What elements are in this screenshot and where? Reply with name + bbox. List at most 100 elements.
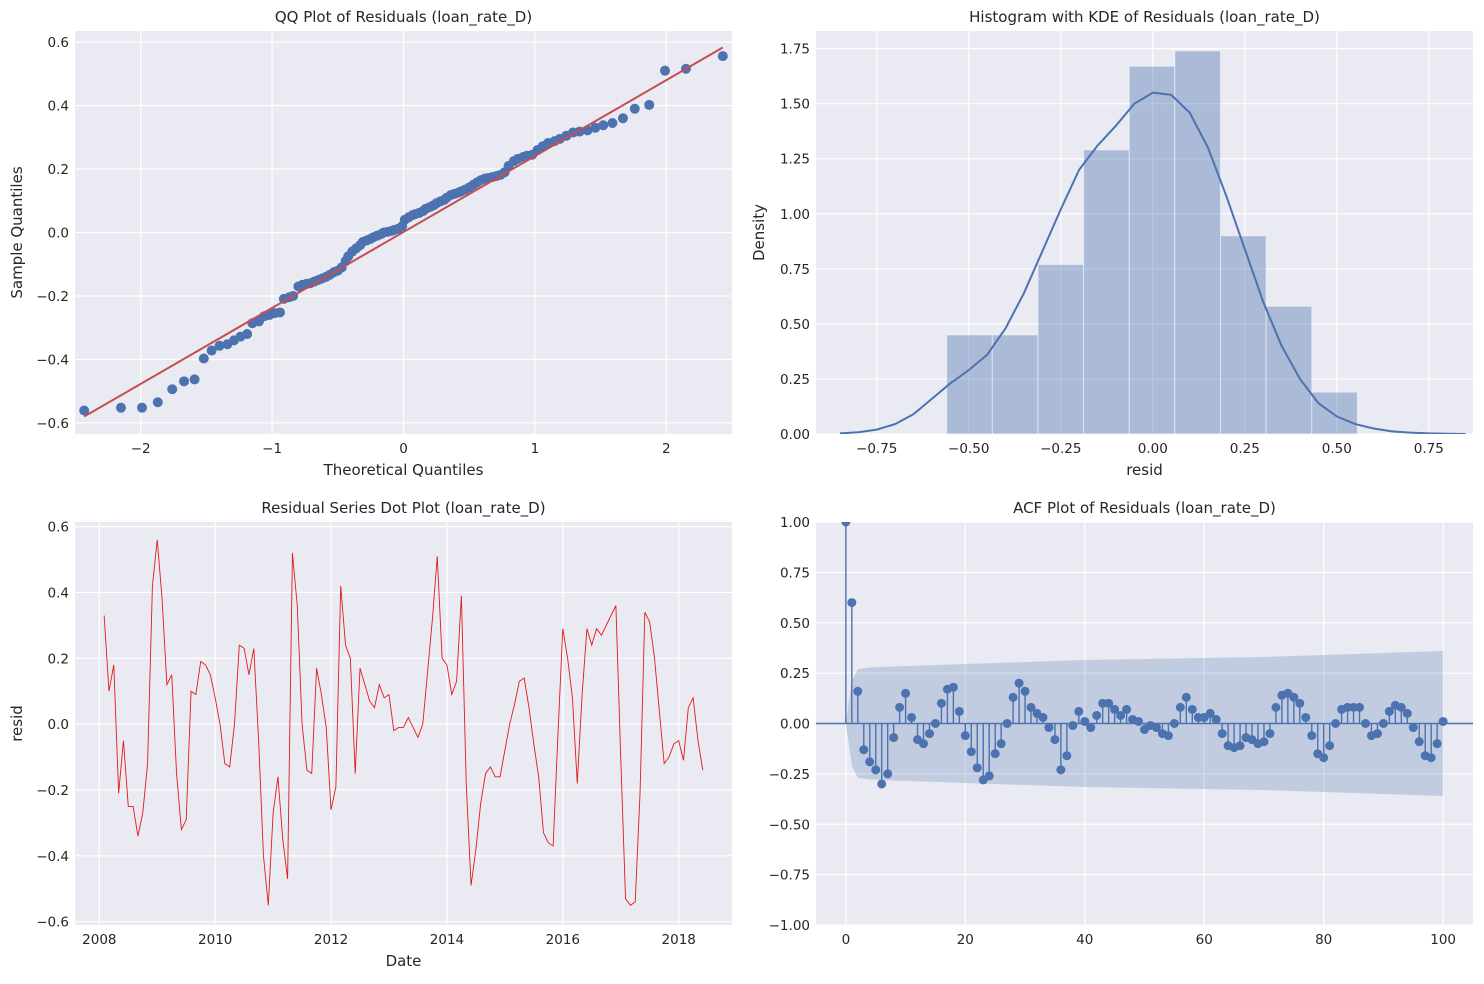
- histogram-bar: [991, 334, 1039, 434]
- qq-point: [206, 345, 217, 356]
- acf-marker: [1044, 723, 1054, 733]
- histogram-bars: [946, 50, 1358, 434]
- acf-marker: [1289, 692, 1299, 702]
- y-tick-label: 1.00: [780, 207, 810, 223]
- acf-marker: [1205, 708, 1215, 718]
- acf-stems: [841, 522, 1448, 789]
- x-tick-label: 80: [1315, 932, 1332, 948]
- histogram-bar: [1220, 235, 1267, 434]
- x-tick-label: 0.75: [1414, 441, 1444, 457]
- y-tick-label: −0.75: [769, 868, 810, 884]
- acf-marker: [1056, 765, 1066, 775]
- acf-marker: [996, 739, 1006, 749]
- x-tick-label: 1: [531, 441, 540, 457]
- y-tick-label: 0.4: [48, 585, 69, 601]
- acf-marker: [954, 706, 964, 716]
- acf-marker: [919, 739, 929, 749]
- x-tick-label: 2010: [198, 932, 232, 948]
- y-tick-label: 0.75: [780, 262, 810, 278]
- x-tick-label: 0: [399, 441, 408, 457]
- y-tick-label: −0.4: [36, 849, 69, 865]
- y-tick-label: −0.2: [36, 289, 69, 305]
- histogram-bar: [946, 334, 993, 434]
- y-tick-label: 0.2: [48, 651, 69, 667]
- qq-point: [115, 402, 126, 413]
- qq-point: [659, 65, 670, 76]
- acf-marker: [1259, 737, 1269, 747]
- chart-title: Histogram with KDE of Residuals (loan_ra…: [969, 8, 1320, 27]
- acf-marker: [1235, 741, 1245, 751]
- qq-point: [617, 113, 628, 124]
- acf-marker: [1402, 708, 1412, 718]
- x-tick-label: −2: [131, 441, 151, 457]
- y-tick-label: 0.0: [48, 226, 69, 242]
- acf-marker: [972, 763, 982, 773]
- x-tick-label: −1: [262, 441, 282, 457]
- x-tick-label: 2012: [314, 932, 348, 948]
- y-tick-label: −0.25: [769, 767, 810, 783]
- y-tick-label: 1.75: [780, 42, 810, 58]
- x-tick-label: 40: [1076, 932, 1093, 948]
- residual-series-line: [103, 539, 704, 906]
- histogram-bar: [1037, 263, 1085, 434]
- acf-marker: [1092, 710, 1102, 720]
- acf-marker: [1169, 719, 1179, 728]
- y-tick-label: 1.50: [780, 97, 810, 113]
- chart-title: Residual Series Dot Plot (loan_rate_D): [261, 499, 545, 518]
- qq-point: [189, 374, 200, 385]
- acf-marker: [1378, 719, 1388, 728]
- y-tick-label: 0.25: [780, 372, 810, 388]
- y-axis-label: Sample Quantiles: [8, 166, 26, 298]
- qq-point: [242, 329, 253, 340]
- acf-marker: [990, 749, 1000, 759]
- acf-marker: [865, 757, 875, 767]
- y-tick-label: 1.25: [780, 152, 810, 168]
- acf-marker: [1050, 735, 1060, 745]
- acf-marker: [1151, 723, 1161, 733]
- y-tick-label: 0.50: [780, 616, 810, 632]
- acf-marker: [1110, 704, 1120, 714]
- qq-point: [79, 405, 90, 416]
- acf-marker: [1271, 702, 1281, 712]
- x-tick-label: 0.25: [1230, 441, 1260, 457]
- histogram-bar: [1174, 50, 1222, 434]
- kde-line: [839, 91, 1466, 434]
- acf-marker: [1325, 741, 1335, 751]
- qq-point: [179, 376, 190, 387]
- acf-marker: [1414, 737, 1424, 747]
- subplot-4: 0 20 40 60 80 100 −1.00 −0.75 −0.50 −0.25 0.00 0.25…: [769, 499, 1473, 948]
- qq-point: [629, 103, 640, 114]
- x-axis-label: Date: [386, 952, 422, 970]
- qq-point: [607, 118, 618, 129]
- subplot-3: 2008 2010 2012 2014 2016 2018 −0.6 −0.4 −0.2 0.0 0…: [8, 499, 732, 970]
- acf-marker: [1408, 723, 1418, 733]
- y-tick-label: 0.4: [48, 99, 69, 115]
- x-tick-label: 2: [662, 441, 671, 457]
- acf-marker: [1432, 739, 1442, 749]
- y-tick-label: 0.00: [780, 427, 810, 443]
- acf-marker: [1026, 702, 1036, 712]
- x-tick-label: −0.75: [856, 441, 897, 457]
- acf-marker: [1038, 712, 1048, 722]
- acf-marker: [1116, 710, 1126, 720]
- acf-marker: [924, 729, 934, 739]
- acf-marker: [1122, 704, 1132, 714]
- x-tick-label: 2016: [546, 932, 580, 948]
- acf-marker: [1187, 704, 1197, 714]
- acf-marker: [1438, 716, 1448, 726]
- x-tick-label: −0.25: [1040, 441, 1081, 457]
- y-tick-label: 0.6: [48, 520, 69, 536]
- y-tick-label: 0.00: [780, 717, 810, 733]
- plot-content: [816, 522, 1473, 797]
- x-tick-label: 2014: [430, 932, 464, 948]
- y-axis-label: Density: [750, 204, 768, 261]
- acf-marker: [1211, 714, 1221, 724]
- histogram-bar: [1128, 65, 1176, 434]
- acf-marker: [1181, 692, 1191, 702]
- plot-area: [75, 522, 732, 925]
- acf-marker: [1020, 686, 1030, 696]
- qq-point: [274, 307, 285, 318]
- acf-marker: [1014, 678, 1024, 688]
- acf-marker: [1426, 753, 1436, 763]
